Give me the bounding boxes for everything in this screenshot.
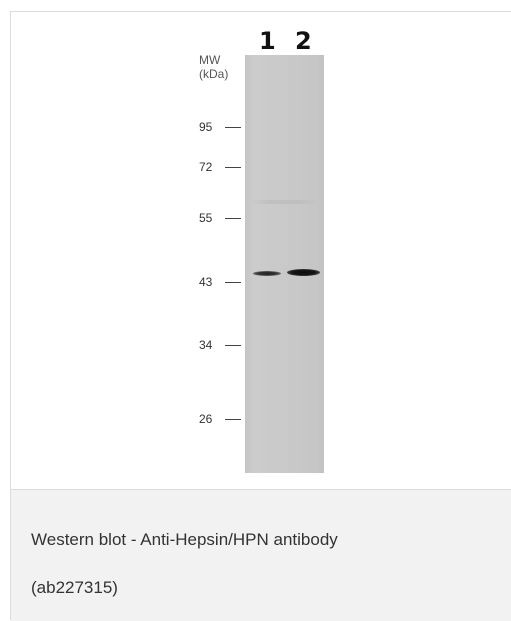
band-lane-1	[253, 271, 281, 276]
blot-membrane	[245, 55, 324, 473]
band-lane-2	[287, 269, 320, 276]
mw-marker-label: 43	[199, 275, 213, 289]
mw-marker-34: 34	[187, 338, 245, 352]
mw-marker-label: 34	[199, 338, 213, 352]
image-card: 1 2 MW (kDa) 95 72 55 43 34 26	[10, 11, 511, 621]
mw-marker-label: 72	[199, 160, 213, 174]
mw-marker-tick	[225, 282, 241, 283]
mw-marker-tick	[225, 345, 241, 346]
mw-marker-tick	[225, 127, 241, 128]
caption-line-2: (ab227315)	[31, 578, 118, 597]
western-blot-figure[interactable]: 1 2 MW (kDa) 95 72 55 43 34 26	[11, 12, 511, 490]
mw-marker-95: 95	[187, 120, 245, 134]
mw-marker-26: 26	[187, 412, 245, 426]
faint-background-band	[249, 200, 319, 204]
lane-label-1: 1	[259, 27, 276, 55]
image-caption: Western blot - Anti-Hepsin/HPN antibody …	[11, 490, 511, 621]
mw-marker-label: 55	[199, 211, 213, 225]
mw-title-line1: MW	[199, 53, 221, 67]
mw-title: MW (kDa)	[199, 53, 228, 81]
mw-marker-label: 95	[199, 120, 213, 134]
mw-marker-55: 55	[187, 211, 245, 225]
mw-marker-tick	[225, 167, 241, 168]
mw-marker-tick	[225, 218, 241, 219]
mw-marker-tick	[225, 419, 241, 420]
mw-marker-43: 43	[187, 275, 245, 289]
mw-marker-label: 26	[199, 412, 213, 426]
mw-title-line2: (kDa)	[199, 67, 229, 81]
mw-marker-72: 72	[187, 160, 245, 174]
lane-label-2: 2	[295, 27, 312, 55]
caption-line-1: Western blot - Anti-Hepsin/HPN antibody	[31, 530, 338, 549]
